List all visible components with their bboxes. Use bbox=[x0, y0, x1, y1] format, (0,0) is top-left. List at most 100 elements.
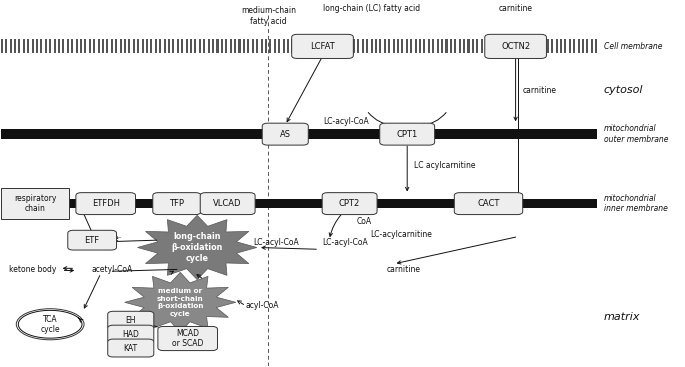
Bar bbox=[247, 39, 249, 53]
Bar bbox=[23, 39, 25, 53]
Bar bbox=[401, 39, 403, 53]
Bar bbox=[173, 39, 175, 53]
Text: EH: EH bbox=[125, 316, 136, 325]
Bar bbox=[556, 39, 558, 53]
Bar bbox=[251, 39, 253, 53]
Bar bbox=[393, 39, 395, 53]
Text: acetyl-CoA: acetyl-CoA bbox=[92, 265, 133, 274]
Bar bbox=[353, 39, 355, 53]
Bar bbox=[146, 39, 148, 53]
Bar bbox=[75, 39, 77, 53]
FancyBboxPatch shape bbox=[485, 34, 547, 58]
Text: ETF: ETF bbox=[84, 236, 100, 245]
Text: e⁻: e⁻ bbox=[114, 234, 123, 243]
Bar bbox=[5, 39, 7, 53]
Bar bbox=[507, 39, 509, 53]
Bar bbox=[322, 39, 324, 53]
Bar bbox=[375, 39, 377, 53]
Bar bbox=[229, 39, 232, 53]
Text: mitochondrial
outer membrane: mitochondrial outer membrane bbox=[603, 124, 668, 144]
FancyBboxPatch shape bbox=[200, 193, 255, 215]
Bar bbox=[577, 39, 580, 53]
Bar bbox=[366, 39, 369, 53]
Bar bbox=[190, 39, 192, 53]
Bar bbox=[182, 39, 184, 53]
Bar bbox=[128, 39, 130, 53]
Bar bbox=[66, 39, 69, 53]
Bar bbox=[151, 39, 153, 53]
Text: long-chain
β-oxidation
cycle: long-chain β-oxidation cycle bbox=[171, 232, 223, 263]
Text: acyl-CoA: acyl-CoA bbox=[246, 301, 279, 310]
Text: cytosol: cytosol bbox=[603, 85, 643, 95]
Bar bbox=[397, 39, 399, 53]
Bar bbox=[564, 39, 566, 53]
Bar bbox=[111, 39, 113, 53]
Bar bbox=[529, 39, 531, 53]
Bar bbox=[414, 39, 416, 53]
Bar bbox=[543, 39, 545, 53]
Bar bbox=[62, 39, 64, 53]
Bar bbox=[238, 39, 240, 53]
Bar bbox=[27, 39, 29, 53]
Bar bbox=[199, 39, 201, 53]
Bar bbox=[384, 39, 386, 53]
Bar bbox=[569, 39, 571, 53]
Text: VLCAD: VLCAD bbox=[214, 199, 242, 208]
Bar bbox=[463, 39, 465, 53]
Bar bbox=[177, 39, 179, 53]
Bar bbox=[454, 39, 456, 53]
FancyBboxPatch shape bbox=[454, 193, 523, 215]
Text: HAD: HAD bbox=[123, 330, 139, 339]
Bar bbox=[278, 39, 280, 53]
Bar bbox=[274, 39, 276, 53]
Text: matrix: matrix bbox=[603, 312, 640, 323]
Bar bbox=[36, 39, 38, 53]
Bar bbox=[10, 39, 12, 53]
Bar bbox=[573, 39, 575, 53]
Bar bbox=[331, 39, 333, 53]
Bar bbox=[137, 39, 139, 53]
Bar bbox=[406, 39, 408, 53]
Text: LC acylcarnitine: LC acylcarnitine bbox=[414, 161, 475, 170]
Text: LC-acyl-CoA: LC-acyl-CoA bbox=[323, 238, 369, 247]
Bar bbox=[538, 39, 540, 53]
Bar bbox=[260, 39, 262, 53]
Bar bbox=[97, 39, 99, 53]
Polygon shape bbox=[125, 272, 236, 332]
Bar bbox=[203, 39, 206, 53]
FancyBboxPatch shape bbox=[108, 311, 154, 329]
FancyBboxPatch shape bbox=[108, 339, 154, 357]
Bar bbox=[340, 39, 342, 53]
Bar bbox=[459, 39, 461, 53]
Bar bbox=[516, 39, 518, 53]
Text: ketone body: ketone body bbox=[9, 265, 56, 274]
Bar bbox=[265, 39, 267, 53]
FancyBboxPatch shape bbox=[108, 325, 154, 343]
Bar bbox=[547, 39, 549, 53]
Bar bbox=[71, 39, 73, 53]
Text: LC-acyl-CoA: LC-acyl-CoA bbox=[253, 238, 299, 247]
Bar bbox=[525, 39, 527, 53]
Text: carnitine: carnitine bbox=[387, 265, 421, 274]
Bar bbox=[445, 39, 447, 53]
Bar bbox=[432, 39, 434, 53]
Bar bbox=[212, 39, 214, 53]
Text: medium or
short-chain
β-oxidation
cycle: medium or short-chain β-oxidation cycle bbox=[157, 288, 203, 317]
Bar bbox=[362, 39, 364, 53]
Bar bbox=[124, 39, 126, 53]
Bar bbox=[336, 39, 338, 53]
Bar bbox=[358, 39, 360, 53]
Bar bbox=[300, 39, 302, 53]
Bar bbox=[379, 39, 382, 53]
FancyBboxPatch shape bbox=[379, 123, 435, 145]
Bar bbox=[40, 39, 42, 53]
Text: CPT2: CPT2 bbox=[339, 199, 360, 208]
Bar bbox=[18, 39, 21, 53]
Bar bbox=[133, 39, 135, 53]
Bar bbox=[410, 39, 412, 53]
Text: ETFDH: ETFDH bbox=[92, 199, 120, 208]
Bar bbox=[142, 39, 144, 53]
Bar bbox=[481, 39, 483, 53]
Bar bbox=[485, 39, 487, 53]
Bar bbox=[164, 39, 166, 53]
